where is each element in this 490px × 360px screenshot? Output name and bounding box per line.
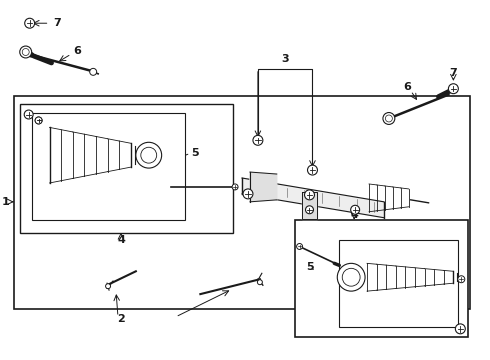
Circle shape	[458, 276, 465, 283]
Circle shape	[455, 324, 466, 334]
Bar	[339, 239, 458, 327]
Circle shape	[24, 110, 33, 119]
Polygon shape	[250, 172, 277, 202]
Circle shape	[24, 18, 35, 28]
Circle shape	[306, 206, 314, 214]
Circle shape	[232, 184, 238, 190]
Bar	[20, 104, 233, 233]
Circle shape	[448, 84, 458, 94]
Circle shape	[141, 147, 157, 163]
Bar	[294, 220, 468, 337]
Circle shape	[296, 243, 302, 249]
Text: 6: 6	[74, 46, 81, 56]
Bar	[14, 96, 470, 309]
Text: 5: 5	[307, 262, 314, 272]
Circle shape	[105, 284, 111, 289]
Circle shape	[90, 68, 97, 75]
Text: 3: 3	[281, 54, 289, 64]
Circle shape	[305, 190, 315, 200]
Polygon shape	[242, 178, 384, 218]
Text: 7: 7	[53, 18, 61, 28]
Text: 7: 7	[449, 68, 457, 78]
Circle shape	[35, 117, 42, 124]
Circle shape	[257, 280, 262, 285]
Circle shape	[383, 113, 395, 125]
Text: 6: 6	[403, 82, 411, 92]
Circle shape	[136, 142, 162, 168]
Text: 5: 5	[192, 148, 199, 158]
Circle shape	[337, 264, 365, 291]
Text: 1: 1	[2, 197, 10, 207]
Circle shape	[35, 117, 42, 124]
Text: 4: 4	[350, 210, 358, 220]
Circle shape	[308, 165, 318, 175]
Polygon shape	[301, 192, 318, 219]
Text: 2: 2	[117, 314, 125, 324]
Circle shape	[22, 49, 29, 55]
Circle shape	[243, 189, 253, 199]
Circle shape	[386, 115, 392, 122]
Circle shape	[342, 268, 360, 286]
Bar	[32, 113, 185, 220]
Circle shape	[253, 135, 263, 145]
Text: 4: 4	[117, 234, 125, 244]
Circle shape	[351, 205, 360, 214]
Circle shape	[20, 46, 32, 58]
